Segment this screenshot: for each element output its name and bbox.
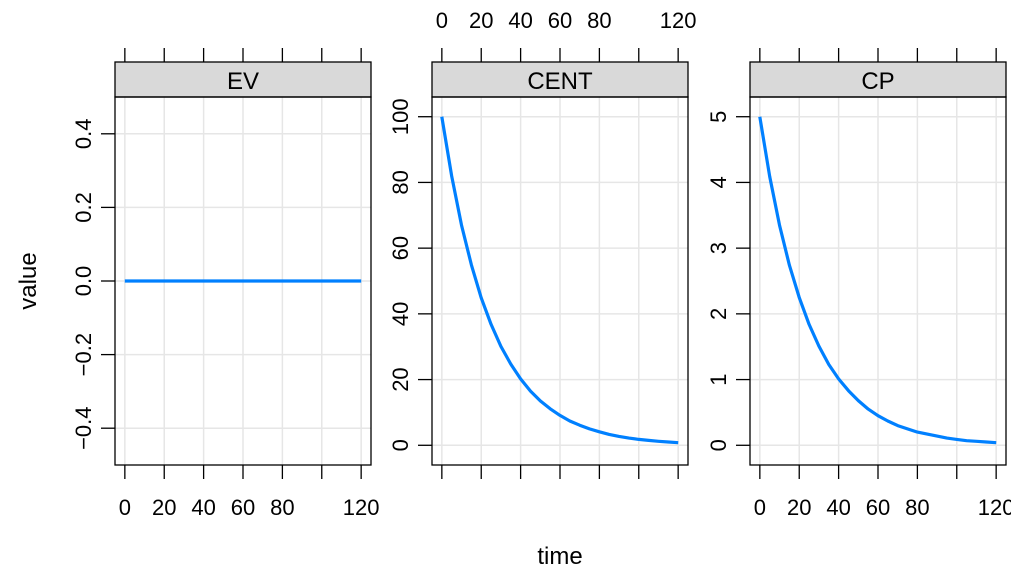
y-tick-label: 100 <box>388 98 413 135</box>
y-tick-label: 0.0 <box>71 266 96 297</box>
strip-ev <box>114 61 372 98</box>
y-tick-label: 40 <box>388 302 413 326</box>
x-tick-label: 40 <box>826 495 850 520</box>
x-tick-label-top: 60 <box>548 8 572 33</box>
y-axis-title: value <box>15 252 42 309</box>
y-tick-label: 2 <box>706 308 731 320</box>
x-axis-title: time <box>537 543 582 570</box>
series-line-cp <box>758 116 997 445</box>
panel-cp: CP 0 20 40 60 80 120 0 1 2 3 4 5 <box>706 48 1011 520</box>
y-tick-label: 0 <box>706 439 731 451</box>
y-tick-label: 1 <box>706 373 731 385</box>
y-tick-label: 0 <box>388 439 413 451</box>
y-tick-label: 5 <box>706 111 731 123</box>
x-tick-label: 80 <box>270 495 294 520</box>
strip-label: CENT <box>527 68 593 95</box>
x-tick-label: 120 <box>343 495 380 520</box>
y-tick-label: 60 <box>388 236 413 260</box>
x-tick-label: 80 <box>905 495 929 520</box>
x-tick-label: 0 <box>119 495 131 520</box>
y-tick-label: −0.2 <box>71 333 96 376</box>
y-tick-label: 4 <box>706 176 731 188</box>
x-tick-label: 20 <box>787 495 811 520</box>
x-tick-label-top: 120 <box>660 8 697 33</box>
x-tick-label-top: 20 <box>469 8 493 33</box>
x-tick-label: 60 <box>231 495 255 520</box>
y-tick-label: 3 <box>706 242 731 254</box>
x-tick-label: 0 <box>754 495 766 520</box>
x-tick-label: 40 <box>191 495 215 520</box>
y-tick-label: 0.4 <box>71 119 96 150</box>
x-tick-label-top: 80 <box>587 8 611 33</box>
x-tick-label: 60 <box>866 495 890 520</box>
y-tick-label: 80 <box>388 170 413 194</box>
strip-cent <box>431 61 689 98</box>
panel-ev: EV 0 20 40 60 80 120 −0.4 −0.2 0.0 0.2 0.4 <box>71 48 380 520</box>
y-tick-label: 0.2 <box>71 192 96 223</box>
strip-label: EV <box>227 68 259 95</box>
strip-cp <box>749 61 1007 98</box>
series-line-cent <box>440 116 679 445</box>
y-tick-label: 20 <box>388 367 413 391</box>
x-tick-label: 120 <box>978 495 1011 520</box>
strip-label: CP <box>861 68 894 95</box>
y-tick-label: −0.4 <box>71 406 96 449</box>
x-tick-label-top: 40 <box>508 8 532 33</box>
x-tick-label-top: 0 <box>436 8 448 33</box>
x-tick-label: 20 <box>152 495 176 520</box>
panel-cent: CENT 0 20 40 60 80 120 0 20 40 60 80 100 <box>388 8 697 479</box>
